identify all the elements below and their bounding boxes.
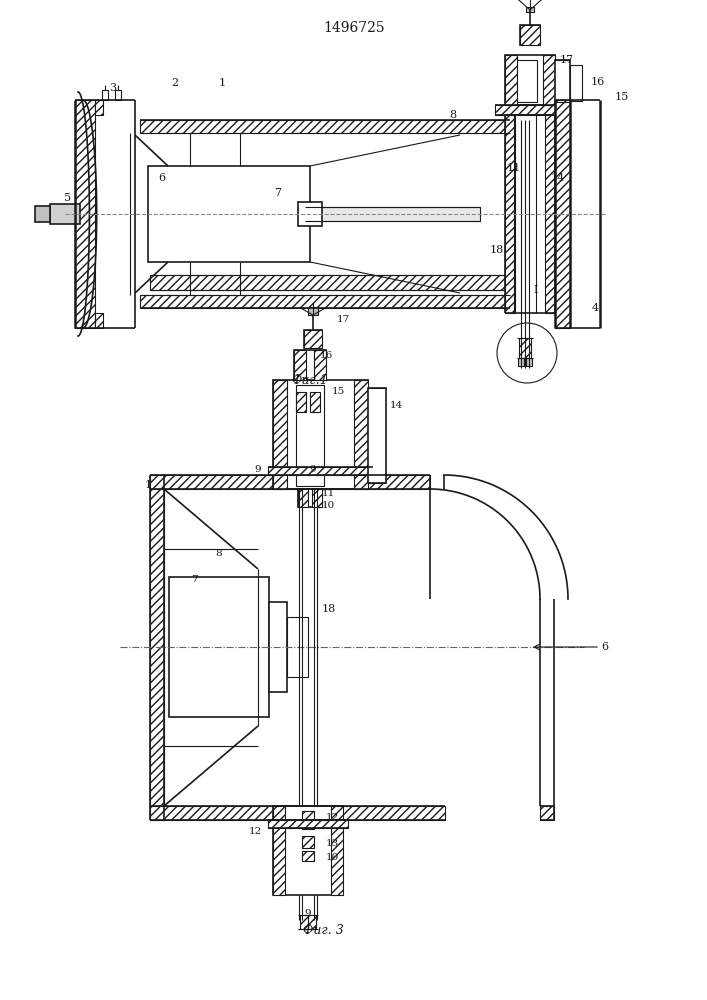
- Text: 17: 17: [337, 316, 350, 324]
- Bar: [268, 467, 373, 475]
- Bar: [505, 115, 515, 313]
- Bar: [331, 806, 343, 895]
- Bar: [296, 385, 324, 486]
- Bar: [555, 100, 570, 328]
- Bar: [495, 105, 555, 115]
- Bar: [50, 204, 80, 224]
- Bar: [520, 25, 540, 45]
- Text: Фиг.1: Фиг.1: [291, 373, 328, 386]
- Bar: [148, 166, 310, 262]
- Bar: [545, 115, 555, 313]
- Bar: [517, 60, 537, 102]
- Bar: [273, 380, 368, 489]
- Bar: [102, 90, 108, 100]
- Bar: [294, 350, 326, 380]
- Text: 8: 8: [450, 110, 457, 120]
- Bar: [150, 275, 505, 290]
- Text: 1496725: 1496725: [323, 21, 385, 35]
- Bar: [312, 489, 322, 507]
- Text: 13: 13: [325, 838, 339, 848]
- Bar: [150, 475, 164, 820]
- Text: 11: 11: [507, 163, 521, 173]
- Text: 18: 18: [490, 245, 504, 255]
- Bar: [273, 806, 343, 895]
- Bar: [519, 338, 531, 358]
- Text: 14: 14: [551, 173, 565, 183]
- Text: 1: 1: [218, 78, 226, 88]
- Bar: [140, 120, 510, 133]
- Bar: [368, 388, 386, 483]
- Bar: [294, 350, 306, 380]
- Bar: [298, 489, 308, 507]
- Bar: [95, 100, 103, 115]
- Bar: [140, 295, 510, 308]
- Text: 6: 6: [158, 173, 165, 183]
- Text: 18: 18: [322, 604, 336, 614]
- Text: 17: 17: [560, 55, 574, 65]
- Text: 9: 9: [310, 466, 316, 475]
- Bar: [150, 475, 430, 489]
- Text: 5: 5: [64, 193, 71, 203]
- Text: 11: 11: [322, 489, 334, 498]
- Text: 1: 1: [144, 480, 151, 490]
- Text: 10: 10: [325, 854, 339, 862]
- Text: 9: 9: [305, 908, 311, 918]
- Text: 6: 6: [602, 642, 609, 652]
- Text: 15: 15: [332, 387, 344, 396]
- Text: 10: 10: [322, 500, 334, 510]
- Text: 16: 16: [320, 351, 332, 360]
- Text: 8: 8: [216, 550, 222, 558]
- Text: 12: 12: [248, 828, 262, 836]
- Bar: [305, 207, 480, 221]
- Bar: [302, 811, 314, 829]
- Bar: [298, 489, 322, 507]
- Bar: [300, 915, 308, 929]
- Bar: [273, 380, 287, 489]
- Bar: [520, 25, 540, 45]
- Text: 16: 16: [591, 77, 605, 87]
- Text: 12: 12: [325, 814, 339, 822]
- Bar: [518, 358, 524, 366]
- Bar: [35, 206, 50, 222]
- Bar: [304, 330, 322, 348]
- Bar: [354, 380, 368, 489]
- Bar: [555, 60, 570, 102]
- Bar: [310, 392, 320, 412]
- Text: 3: 3: [110, 83, 117, 93]
- Bar: [268, 820, 348, 828]
- Bar: [269, 602, 287, 692]
- Bar: [273, 806, 285, 895]
- Text: I: I: [534, 285, 538, 295]
- Bar: [543, 55, 555, 105]
- Text: Фиг. 3: Фиг. 3: [303, 924, 344, 936]
- Bar: [298, 202, 322, 226]
- Text: 9: 9: [255, 466, 262, 475]
- Text: 7: 7: [274, 188, 281, 198]
- Text: 4: 4: [592, 303, 599, 313]
- Bar: [570, 65, 582, 101]
- Bar: [95, 313, 103, 328]
- Bar: [540, 806, 554, 820]
- Bar: [287, 617, 308, 677]
- Bar: [115, 90, 121, 100]
- Bar: [302, 851, 314, 861]
- Bar: [308, 307, 318, 315]
- Bar: [169, 577, 269, 717]
- Bar: [150, 806, 445, 820]
- Text: 15: 15: [615, 92, 629, 102]
- Text: 7: 7: [191, 574, 197, 584]
- Bar: [526, 358, 532, 366]
- Bar: [505, 55, 555, 105]
- Bar: [308, 915, 316, 929]
- Bar: [302, 836, 314, 848]
- Text: 2: 2: [171, 78, 179, 88]
- Bar: [296, 392, 306, 412]
- Bar: [526, 7, 534, 12]
- Bar: [304, 330, 322, 348]
- Bar: [314, 350, 326, 380]
- Text: 14: 14: [390, 400, 402, 410]
- Bar: [505, 55, 517, 105]
- Bar: [75, 100, 95, 328]
